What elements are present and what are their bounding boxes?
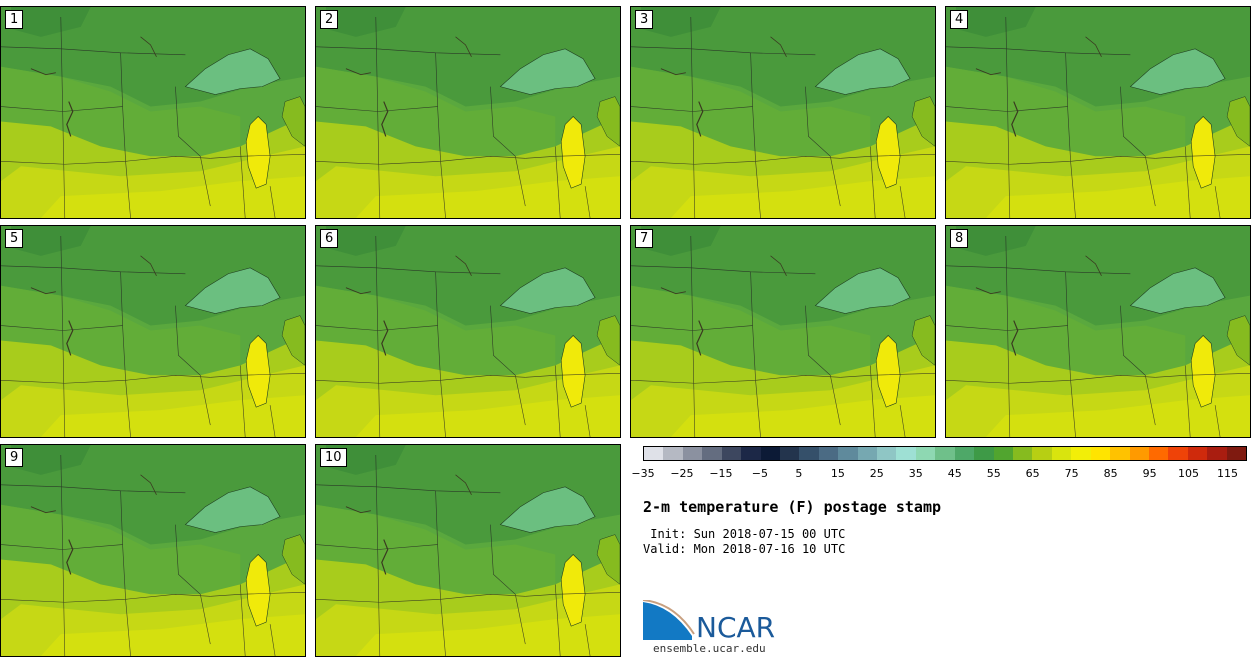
- panel-number: 9: [5, 448, 24, 467]
- colorbar-tick-label: 25: [869, 467, 884, 480]
- colorbar-segment: [974, 447, 994, 460]
- colorbar-tick-label: 115: [1217, 467, 1239, 480]
- map-panel: 10: [315, 444, 621, 657]
- colorbar-tick-label: 75: [1064, 467, 1079, 480]
- colorbar-segment: [1129, 447, 1149, 460]
- colorbar-segment: [1226, 447, 1247, 460]
- map-panel: 1: [0, 6, 306, 219]
- map-image: [631, 226, 935, 437]
- init-time: Init: Sun 2018-07-15 00 UTC: [643, 527, 846, 541]
- colorbar-segment: [702, 447, 722, 460]
- colorbar-segment: [1110, 447, 1130, 460]
- colorbar-segment: [1168, 447, 1188, 460]
- colorbar-segment: [760, 447, 780, 460]
- colorbar-tick-label: 15: [830, 467, 845, 480]
- map-image: [316, 226, 620, 437]
- map-panel: 7: [630, 225, 936, 438]
- colorbar-segment: [915, 447, 936, 460]
- panel-number: 4: [950, 10, 969, 29]
- colorbar-segment: [799, 447, 819, 460]
- map-image: [946, 7, 1250, 218]
- colorbar-tick-label: 85: [1103, 467, 1118, 480]
- colorbar-tick-label: 95: [1142, 467, 1157, 480]
- panel-number: 3: [635, 10, 654, 29]
- colorbar-segment: [954, 447, 975, 460]
- colorbar-segment: [682, 447, 703, 460]
- ncar-swoosh-icon: [643, 602, 692, 640]
- colorbar-tick-label: 105: [1178, 467, 1200, 480]
- colorbar-segment: [1071, 447, 1091, 460]
- colorbar-segment: [877, 447, 897, 460]
- colorbar-segment: [896, 447, 916, 460]
- map-panel: 3: [630, 6, 936, 219]
- colorbar-tick-label: −15: [709, 467, 733, 480]
- colorbar-segment: [935, 447, 955, 460]
- map-image: [946, 226, 1250, 437]
- map-panel: 5: [0, 225, 306, 438]
- colorbar-segment: [663, 447, 683, 460]
- temperature-colorbar: [643, 446, 1247, 461]
- map-panel: 9: [0, 444, 306, 657]
- colorbar-segment: [1187, 447, 1208, 460]
- panel-number: 5: [5, 229, 24, 248]
- colorbar-tick-label: 55: [986, 467, 1001, 480]
- panel-number: 1: [5, 10, 24, 29]
- colorbar-segment: [1051, 447, 1072, 460]
- colorbar-tick-label: −25: [670, 467, 694, 480]
- map-image: [316, 445, 620, 656]
- colorbar-tick-label: −5: [751, 467, 768, 480]
- colorbar-segment: [1207, 447, 1227, 460]
- colorbar-segment: [644, 447, 664, 460]
- colorbar-segment: [838, 447, 858, 460]
- ncar-logo-text: NCAR: [696, 611, 775, 642]
- map-image: [631, 7, 935, 218]
- colorbar-segment: [1148, 447, 1169, 460]
- plot-title: 2-m temperature (F) postage stamp: [643, 498, 942, 516]
- panel-number: 6: [320, 229, 339, 248]
- colorbar-segment: [1090, 447, 1111, 460]
- colorbar-tick-label: 65: [1025, 467, 1040, 480]
- map-image: [316, 7, 620, 218]
- colorbar-segment: [857, 447, 878, 460]
- map-image: [1, 226, 305, 437]
- colorbar-segment: [779, 447, 800, 460]
- colorbar-tick-label: −35: [631, 467, 655, 480]
- colorbar-segment: [993, 447, 1014, 460]
- map-panel: 2: [315, 6, 621, 219]
- panel-number: 7: [635, 229, 654, 248]
- colorbar-ticks: −35 −25 −15 −5 5 15 25 35 45 55 65 75 85 95 105 115: [631, 467, 1247, 481]
- colorbar-segment: [1032, 447, 1052, 460]
- colorbar-tick-label: 35: [908, 467, 923, 480]
- panel-number: 2: [320, 10, 339, 29]
- map-image: [1, 445, 305, 656]
- colorbar-segment: [741, 447, 761, 460]
- map-panel: 8: [945, 225, 1251, 438]
- colorbar-segment: [721, 447, 742, 460]
- map-image: [1, 7, 305, 218]
- colorbar-segment: [818, 447, 839, 460]
- panel-number: 8: [950, 229, 969, 248]
- logo-url: ensemble.ucar.edu: [653, 642, 766, 655]
- colorbar-tick-label: 5: [795, 467, 803, 480]
- ncar-logo: NCAR: [642, 600, 775, 642]
- colorbar-tick-label: 45: [947, 467, 962, 480]
- map-panel: 4: [945, 6, 1251, 219]
- map-panel: 6: [315, 225, 621, 438]
- panel-number: 10: [320, 448, 347, 467]
- valid-time: Valid: Mon 2018-07-16 10 UTC: [643, 542, 846, 556]
- colorbar-segment: [1013, 447, 1033, 460]
